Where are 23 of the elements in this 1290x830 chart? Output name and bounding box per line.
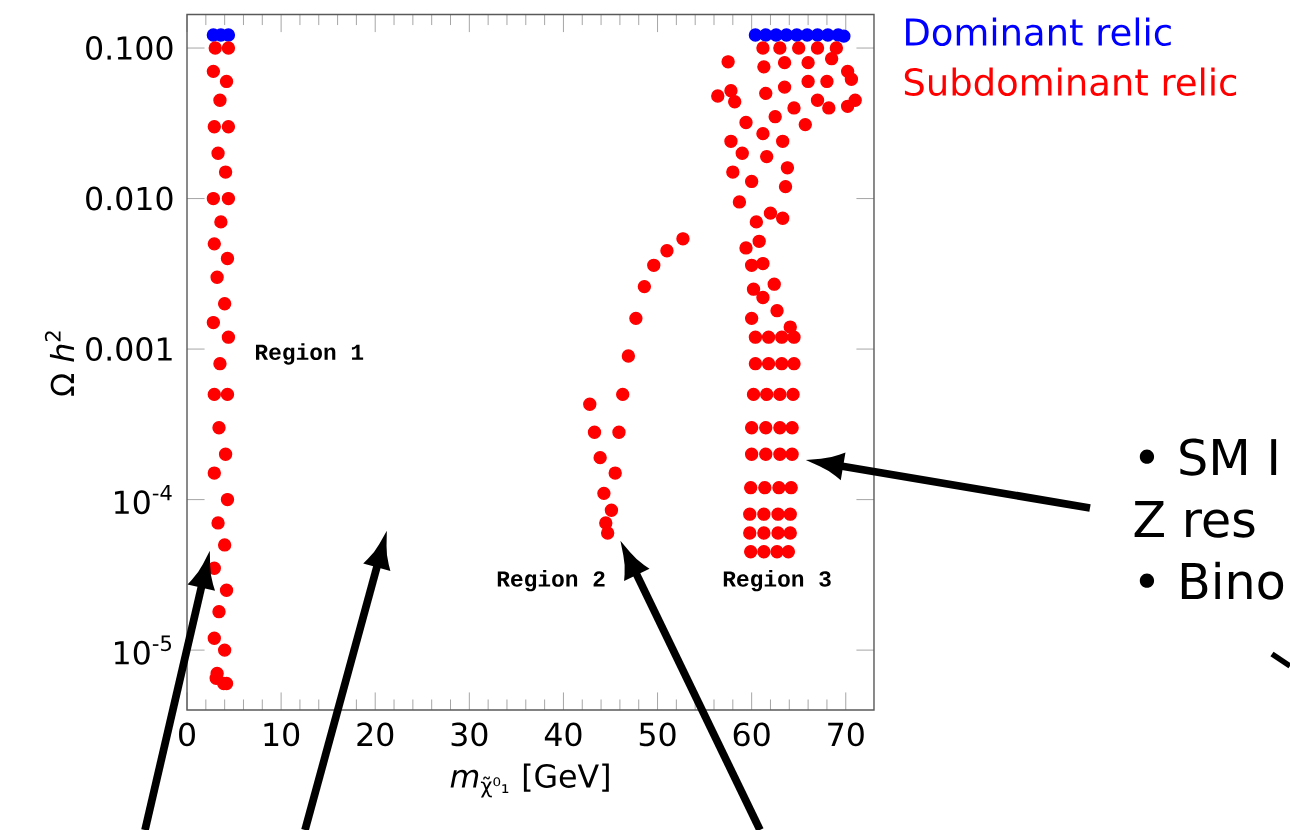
x-tick-label: 10	[264, 722, 300, 747]
x-tick-label: 0	[179, 722, 195, 747]
x-tick-label: 60	[733, 722, 770, 747]
y-tick-label: 0.100	[86, 36, 173, 60]
x-tick-label: 50	[639, 722, 676, 747]
text: • Bino	[1139, 561, 1284, 600]
x-tick-label: 40	[544, 722, 582, 747]
annotation: Region 3	[723, 569, 831, 592]
y-tick-label: 0.010	[86, 186, 173, 211]
y-tick-label: 10$^{-5}$	[115, 635, 171, 665]
annotation: Region 1	[255, 343, 364, 365]
y-tick-label: 0.001	[86, 337, 172, 362]
x-tick-label: 30	[451, 722, 488, 747]
x-tick-label: 70	[828, 722, 864, 747]
annotation: Region 2	[497, 569, 605, 592]
series-label: Subdominant relic	[904, 67, 1237, 96]
y-axis-title: Ω h$^{2}$	[44, 331, 74, 396]
y-tick-label: 10$^{-4}$	[115, 484, 172, 515]
x-tick-label: 20	[357, 722, 394, 747]
text: • SM I	[1139, 438, 1277, 476]
text: Z res	[1134, 501, 1255, 538]
series-label: Dominant relic	[906, 17, 1171, 46]
x-axis-title: m$_{χ̃⁰₁}$ [GeV]	[450, 763, 609, 798]
